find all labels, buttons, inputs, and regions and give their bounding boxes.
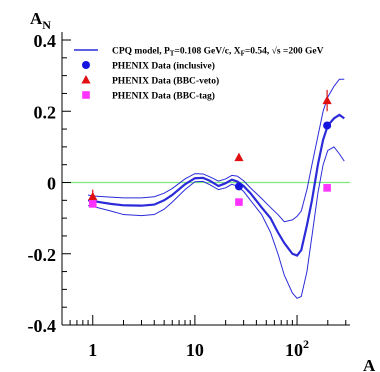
legend-label: CPQ model, PT=0.108 GeV/c, XF=0.54, √s =… [112,46,324,58]
data-point-triangle [234,152,244,162]
data-point-square [235,198,243,206]
model-lower-band [87,146,345,299]
y-tick-label: 0.4 [34,31,57,51]
x-tick-label: 1 [88,340,97,360]
legend: CPQ model, PT=0.108 GeV/c, XF=0.54, √s =… [74,46,324,102]
y-axis-label-sub: N [42,18,51,32]
data-point-circle [234,182,243,191]
legend-entry: PHENIX Data (inclusive) [82,61,215,72]
data-point-circle [323,121,332,130]
data-point-square [88,200,97,208]
legend-entry: PHENIX Data (BBC-veto) [81,75,219,87]
y-tick-label: -0.4 [28,316,57,336]
data-point-triangle [88,191,98,201]
legend-label: PHENIX Data (BBC-veto) [112,76,219,87]
x-tick-label: 10 [186,340,204,360]
legend-marker-circle [82,61,90,69]
legend-label: PHENIX Data (BBC-tag) [112,91,215,102]
data-point-triangle [322,95,332,105]
axes: 0.4 0.2 0 -0.2 -0.4 1 10 102 [28,31,350,360]
x-axis-label: A [363,356,376,372]
model-central-curve [87,113,345,257]
legend-marker-square [82,91,90,99]
legend-marker-triangle [81,75,91,84]
x-tick-label: 102 [285,337,309,360]
model-upper-band [87,78,345,223]
y-tick-label: -0.2 [28,245,57,265]
cpq-model-curves [87,78,345,299]
data-point-square [323,184,331,192]
y-axis-label: AN [30,9,51,32]
legend-entry: PHENIX Data (BBC-tag) [82,91,215,102]
legend-label: PHENIX Data (inclusive) [112,61,215,72]
y-tick-label: 0.2 [34,102,57,122]
y-tick-label: 0 [47,174,56,194]
legend-entry: CPQ model, PT=0.108 GeV/c, XF=0.54, √s =… [74,46,324,58]
phenix-data-points [88,89,332,208]
